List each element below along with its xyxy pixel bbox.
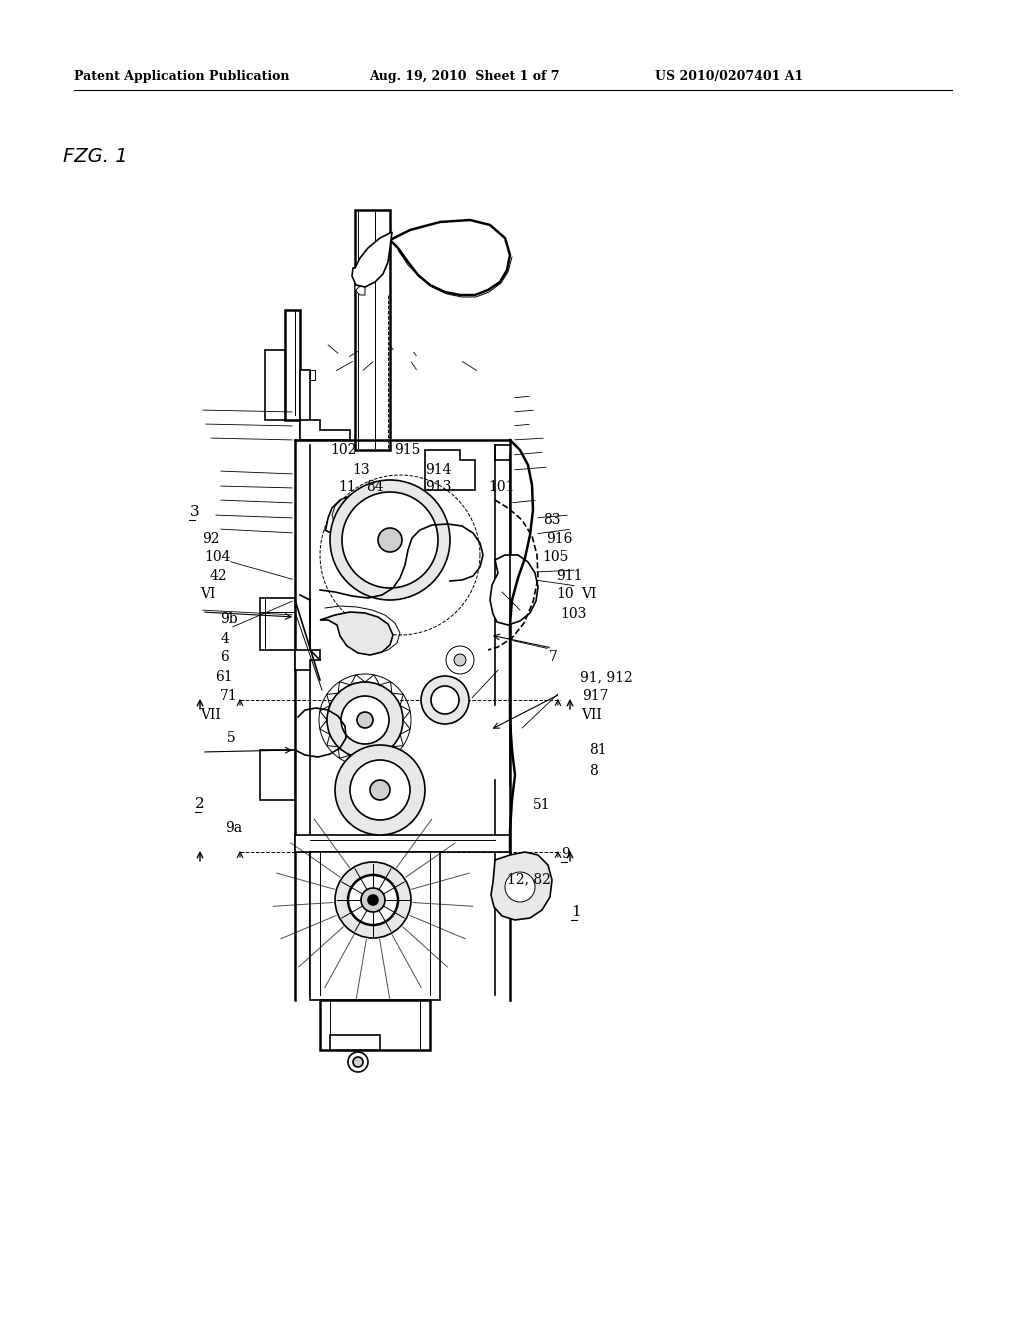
Text: VI: VI — [582, 587, 597, 601]
Polygon shape — [300, 420, 350, 440]
Polygon shape — [490, 851, 552, 920]
Text: 71: 71 — [220, 689, 238, 702]
Polygon shape — [300, 370, 310, 440]
Text: 92: 92 — [202, 532, 219, 545]
Text: 3: 3 — [189, 506, 199, 519]
Circle shape — [353, 1057, 362, 1067]
Text: 914: 914 — [425, 463, 452, 477]
Text: 102: 102 — [331, 444, 357, 457]
Circle shape — [335, 862, 411, 939]
Circle shape — [421, 676, 469, 723]
Polygon shape — [295, 649, 319, 671]
Circle shape — [341, 696, 389, 744]
Polygon shape — [490, 554, 538, 624]
Circle shape — [350, 760, 410, 820]
Polygon shape — [310, 370, 315, 380]
Text: 917: 917 — [582, 689, 608, 702]
Polygon shape — [260, 750, 295, 800]
Text: 103: 103 — [560, 607, 587, 620]
Text: 4: 4 — [220, 632, 229, 645]
Polygon shape — [310, 851, 440, 1001]
Text: 42: 42 — [210, 569, 227, 582]
Circle shape — [505, 873, 535, 902]
Text: 915: 915 — [394, 444, 421, 457]
Polygon shape — [425, 450, 475, 490]
Text: FZG. 1: FZG. 1 — [63, 147, 128, 165]
Circle shape — [348, 875, 398, 925]
Circle shape — [454, 653, 466, 667]
Text: VII: VII — [200, 709, 220, 722]
Text: 11: 11 — [338, 480, 355, 494]
Text: 9a: 9a — [225, 821, 243, 834]
Text: 84: 84 — [367, 480, 384, 494]
Text: Aug. 19, 2010  Sheet 1 of 7: Aug. 19, 2010 Sheet 1 of 7 — [369, 70, 559, 83]
Text: Patent Application Publication: Patent Application Publication — [74, 70, 289, 83]
Text: 105: 105 — [543, 550, 569, 564]
Polygon shape — [285, 310, 300, 420]
Polygon shape — [355, 271, 365, 294]
Text: 913: 913 — [425, 480, 452, 494]
Circle shape — [446, 645, 474, 675]
Circle shape — [348, 1052, 368, 1072]
Text: 51: 51 — [532, 799, 550, 812]
Polygon shape — [355, 210, 390, 450]
Circle shape — [370, 780, 390, 800]
Text: 61: 61 — [215, 671, 232, 684]
Text: 916: 916 — [546, 532, 572, 545]
Polygon shape — [352, 232, 392, 286]
Text: 13: 13 — [352, 463, 370, 477]
Text: US 2010/0207401 A1: US 2010/0207401 A1 — [655, 70, 804, 83]
Text: 81: 81 — [589, 743, 606, 756]
Polygon shape — [332, 498, 373, 532]
Text: 12, 82: 12, 82 — [507, 873, 551, 886]
Circle shape — [368, 895, 378, 906]
Text: VII: VII — [582, 709, 602, 722]
Polygon shape — [325, 496, 382, 539]
Text: 5: 5 — [227, 731, 237, 744]
Text: 83: 83 — [543, 513, 560, 527]
Circle shape — [431, 686, 459, 714]
Circle shape — [327, 682, 403, 758]
Text: 9: 9 — [561, 847, 570, 861]
Text: 2: 2 — [195, 797, 205, 810]
Text: VI: VI — [200, 587, 215, 601]
Text: 91, 912: 91, 912 — [580, 671, 633, 684]
Text: 104: 104 — [205, 550, 231, 564]
Circle shape — [335, 744, 425, 836]
Text: 911: 911 — [556, 569, 583, 582]
Text: 101: 101 — [488, 480, 515, 494]
Text: 8: 8 — [589, 764, 598, 777]
Text: 7: 7 — [549, 651, 558, 664]
Polygon shape — [260, 598, 295, 649]
Text: 9b: 9b — [220, 612, 238, 626]
Circle shape — [357, 711, 373, 729]
Circle shape — [342, 492, 438, 587]
Polygon shape — [295, 836, 510, 851]
Text: 6: 6 — [220, 651, 229, 664]
Polygon shape — [330, 1035, 380, 1049]
Polygon shape — [319, 1001, 430, 1049]
Circle shape — [361, 888, 385, 912]
Polygon shape — [319, 612, 393, 655]
Circle shape — [330, 480, 450, 601]
Text: 10: 10 — [556, 587, 573, 601]
Polygon shape — [390, 220, 510, 294]
Polygon shape — [265, 350, 285, 420]
Text: 1: 1 — [571, 906, 582, 919]
Circle shape — [378, 528, 402, 552]
